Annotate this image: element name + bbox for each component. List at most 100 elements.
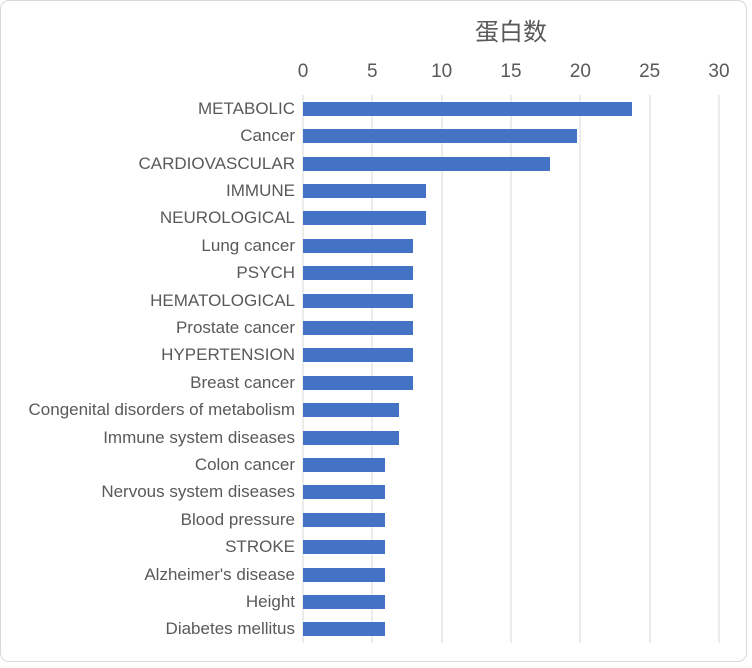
category-label: Prostate cancer [175, 317, 295, 337]
category-label: Immune system diseases [103, 427, 295, 447]
category-row: Prostate cancer [1, 314, 714, 341]
category-row: HEMATOLOGICAL [1, 287, 714, 314]
bar-area [303, 561, 714, 588]
bar-area [303, 588, 714, 615]
category-row: Cancer [1, 122, 714, 149]
category-label: Lung cancer [201, 235, 295, 255]
category-label: Breast cancer [190, 372, 295, 392]
gridline [649, 95, 651, 643]
category-row: HYPERTENSION [1, 342, 714, 369]
category-row: Colon cancer [1, 451, 714, 478]
bar [303, 211, 427, 226]
category-label: HYPERTENSION [161, 345, 295, 365]
category-label: Congenital disorders of metabolism [28, 400, 295, 420]
category-row: Nervous system diseases [1, 479, 714, 506]
category-row: Height [1, 588, 714, 615]
x-tick-label: 15 [500, 61, 522, 82]
bar [303, 238, 413, 253]
bar [303, 156, 550, 171]
bar-area [303, 177, 714, 204]
category-axis-line [302, 95, 304, 643]
bar [303, 348, 413, 363]
gridlines [302, 95, 720, 643]
bar-area [303, 424, 714, 451]
gridline [510, 95, 512, 643]
category-label: Colon cancer [194, 454, 295, 474]
category-label: Alzheimer's disease [144, 564, 295, 584]
plot-rows: METABOLIC Cancer CARDIOVASCULAR IMMUNE NEURO… [1, 95, 746, 643]
x-tick-label: 25 [639, 61, 661, 82]
x-tick-label: 0 [297, 61, 309, 82]
category-label: Cancer [240, 126, 295, 146]
chart-title: 蛋白数 [475, 19, 547, 46]
bar [303, 430, 399, 445]
category-label: Height [245, 592, 295, 612]
category-label: Nervous system diseases [101, 482, 295, 502]
bar-area [303, 287, 714, 314]
x-axis: 0 5 10 15 20 25 30 [298, 49, 730, 95]
bar-area [303, 122, 714, 149]
gridline [441, 95, 443, 643]
bar [303, 512, 386, 527]
bar-area [303, 479, 714, 506]
x-tick-label: 10 [431, 61, 453, 82]
category-row: Congenital disorders of metabolism [1, 396, 714, 423]
category-row: STROKE [1, 534, 714, 561]
bar [303, 622, 386, 637]
bar-area [303, 506, 714, 533]
bar-area [303, 451, 714, 478]
category-row: Breast cancer [1, 369, 714, 396]
category-row: Diabetes mellitus [1, 616, 714, 643]
category-row: CARDIOVASCULAR [1, 150, 714, 177]
category-label: IMMUNE [226, 180, 295, 200]
gridline [579, 95, 581, 643]
category-label: CARDIOVASCULAR [138, 153, 296, 173]
bar [303, 320, 413, 335]
x-tick-label: 30 [708, 61, 730, 82]
bar [303, 129, 577, 144]
bar-area [303, 369, 714, 396]
category-label: Diabetes mellitus [165, 619, 295, 639]
bar [303, 540, 386, 555]
bar [303, 595, 386, 610]
category-row: Blood pressure [1, 506, 714, 533]
bar-area [303, 396, 714, 423]
category-row: NEUROLOGICAL [1, 205, 714, 232]
bar [303, 567, 386, 582]
gridline [371, 95, 373, 643]
bar-area [303, 259, 714, 286]
plot-area: METABOLIC Cancer CARDIOVASCULAR IMMUNE NEURO… [1, 95, 746, 643]
category-label: PSYCH [236, 263, 295, 283]
category-label: NEUROLOGICAL [159, 208, 295, 228]
category-label: HEMATOLOGICAL [150, 290, 295, 310]
gridline [718, 95, 720, 643]
bar-area [303, 232, 714, 259]
bar-area [303, 314, 714, 341]
bar-area [303, 205, 714, 232]
bar [303, 375, 413, 390]
bar [303, 485, 386, 500]
bar-area [303, 150, 714, 177]
bar [303, 403, 399, 418]
bar-area [303, 616, 714, 643]
bar [303, 457, 386, 472]
category-row: IMMUNE [1, 177, 714, 204]
bar [303, 293, 413, 308]
category-label: METABOLIC [198, 98, 295, 118]
category-row: Immune system diseases [1, 424, 714, 451]
bar-area [303, 342, 714, 369]
category-row: PSYCH [1, 259, 714, 286]
category-row: Alzheimer's disease [1, 561, 714, 588]
category-label: Blood pressure [180, 509, 295, 529]
x-tick-label: 20 [569, 61, 591, 82]
category-row: METABOLIC [1, 95, 714, 122]
category-row: Lung cancer [1, 232, 714, 259]
bar [303, 183, 427, 198]
category-label: STROKE [225, 537, 295, 557]
bar-area [303, 95, 714, 122]
bar-area [303, 534, 714, 561]
x-tick-label: 5 [367, 61, 378, 82]
bar [303, 266, 413, 281]
